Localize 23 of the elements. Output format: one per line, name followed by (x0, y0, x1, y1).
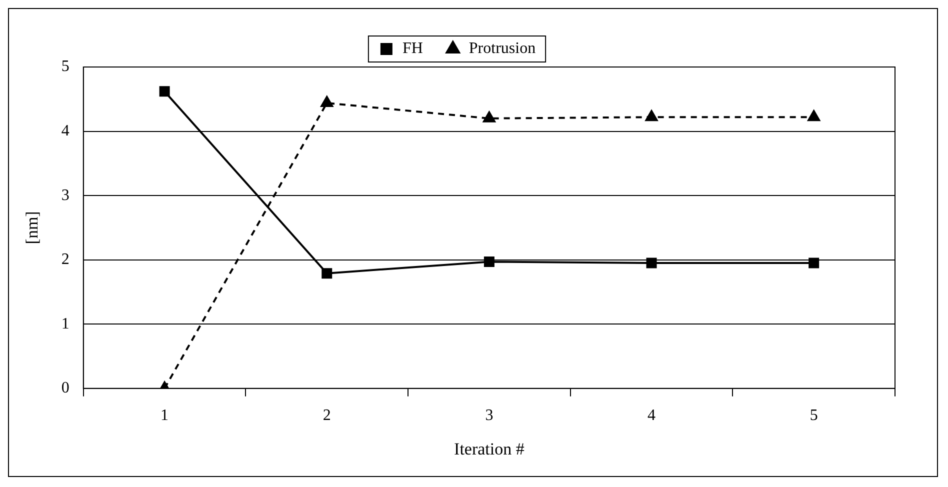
point (646, 258, 657, 268)
point (808, 110, 820, 122)
x-tick-label: 4 (648, 407, 656, 424)
x-tick-label: 5 (810, 407, 818, 424)
point (320, 96, 334, 107)
x-tick-label: 1 (160, 407, 169, 424)
x-tick-label: 3 (485, 407, 494, 424)
y-tick-label: 0 (61, 380, 70, 397)
point (808, 258, 820, 268)
legend-label: Protrusion (468, 40, 536, 58)
y-tick-label: 4 (61, 122, 70, 140)
point (484, 256, 494, 268)
y-tick-label: 1 (61, 315, 70, 332)
point (322, 268, 332, 279)
y-tick-label: 3 (61, 186, 70, 204)
x-tick-label: 2 (322, 407, 331, 424)
legend-label: FH (402, 40, 424, 58)
y-tick-label: 2 (61, 251, 70, 268)
point (645, 110, 658, 122)
point (483, 111, 496, 122)
x-axis-title: Iteration # (454, 439, 525, 458)
y-tick-label: 5 (61, 58, 70, 76)
y-axis-title: [nm] (22, 211, 42, 244)
